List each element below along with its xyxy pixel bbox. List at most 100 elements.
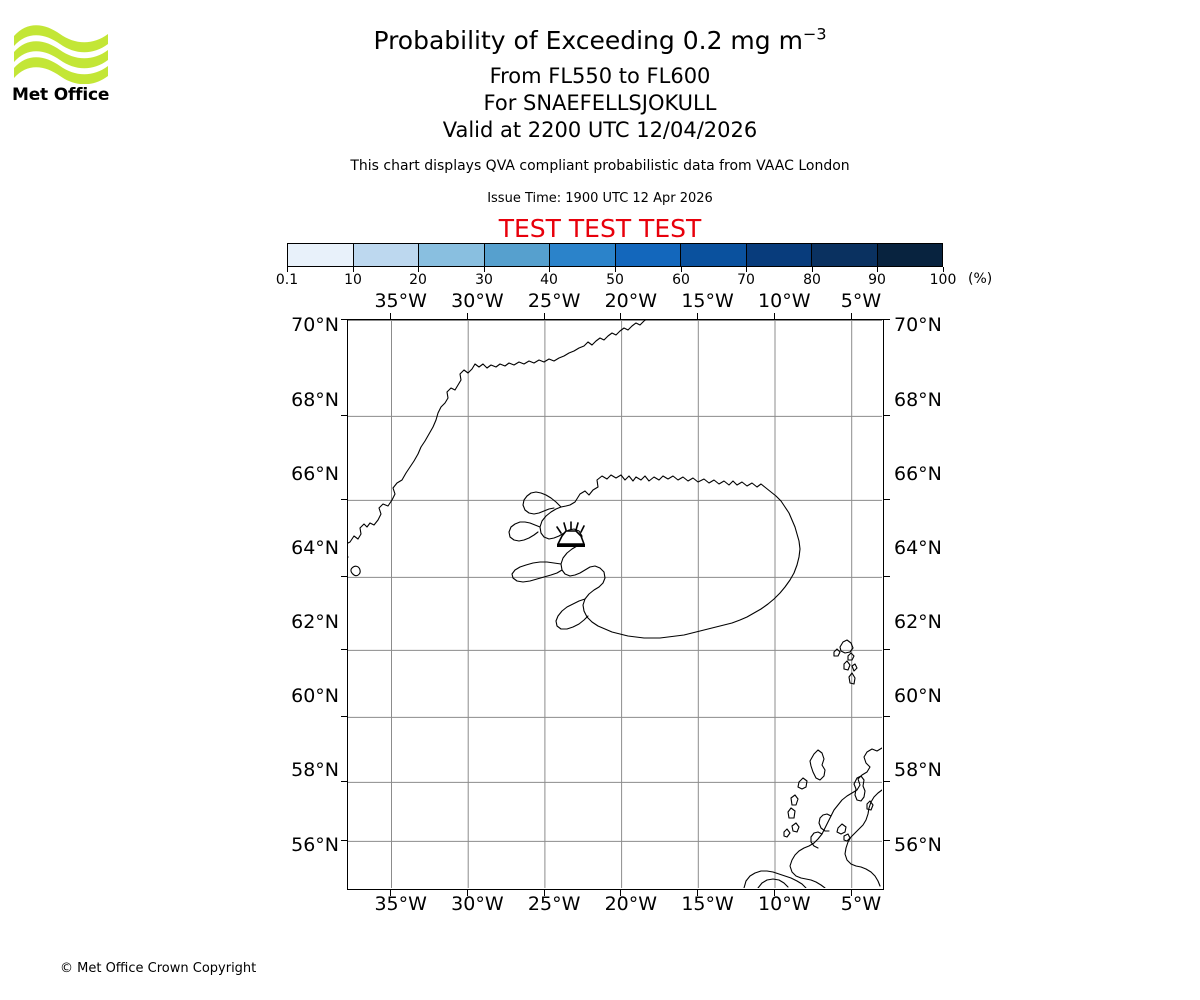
colorbar-tick-label-50: 50 [606, 272, 624, 288]
colorbar-tick [353, 267, 354, 272]
colorbar-band-0.1 [288, 244, 354, 266]
lat-tick-label-64°N: 64°N [291, 536, 339, 559]
axis-tick [341, 781, 347, 782]
axis-tick [467, 890, 468, 896]
colorbar-band-70 [746, 244, 812, 266]
issue-time-text: Issue Time: 1900 UTC 12 Apr 2026 [487, 191, 713, 206]
axis-tick [884, 415, 890, 416]
page-title: Probability of Exceeding 0.2 mg m−3 [0, 26, 1200, 56]
lon-tick-label-25°W: 25°W [527, 893, 581, 915]
lat-tick-label-58°N: 58°N [291, 759, 339, 782]
colorbar-band-50 [615, 244, 681, 266]
axis-tick [341, 415, 347, 416]
lat-tick-label-68°N: 68°N [894, 388, 942, 411]
colorbar-tick [484, 267, 485, 272]
faroe-islands-coastline [833, 639, 858, 685]
colorbar-tick [681, 267, 682, 272]
lon-tick-label-35°W: 35°W [374, 290, 427, 312]
axis-tick [544, 890, 545, 896]
colorbar-tick [943, 267, 944, 272]
colorbar-tick [418, 267, 419, 272]
lon-tick-label-15°W: 15°W [681, 290, 734, 312]
lat-tick-label-56°N: 56°N [291, 833, 339, 856]
colorbar-band-40 [550, 244, 616, 266]
axis-tick [341, 716, 347, 717]
lon-tick-label-20°W: 20°W [604, 290, 658, 312]
axis-tick [851, 313, 852, 319]
copyright-text: © Met Office Crown Copyright [60, 961, 257, 976]
colorbar-tick-label-0.1: 0.1 [275, 272, 299, 288]
axis-tick [467, 313, 468, 319]
lon-tick-label-5°W: 5°W [840, 893, 882, 915]
lon-tick-label-15°W: 15°W [681, 893, 734, 915]
colorbar-tick [746, 267, 747, 272]
colorbar-tick-label-20: 20 [409, 272, 427, 288]
axis-tick [341, 319, 347, 320]
orkney-coastline [836, 823, 851, 842]
valid-time-subtitle: Valid at 2200 UTC 12/04/2026 [442, 118, 758, 142]
axis-tick [884, 840, 890, 841]
axis-tick [341, 649, 347, 650]
axis-tick [697, 313, 698, 319]
colorbar-tick [877, 267, 878, 272]
lat-tick-label-68°N: 68°N [291, 388, 339, 411]
lon-tick-label-25°W: 25°W [527, 290, 581, 312]
met-office-logo: Met Office [12, 22, 112, 112]
colorbar-tick-label-100: 100 [929, 272, 957, 288]
colorbar-tick-label-10: 10 [344, 272, 362, 288]
lat-tick-label-58°N: 58°N [894, 759, 942, 782]
axis-tick [620, 313, 621, 319]
lon-tick-label-10°W: 10°W [758, 290, 811, 312]
test-banner: TEST TEST TEST [498, 214, 702, 243]
lat-tick-label-66°N: 66°N [894, 462, 942, 485]
flight-level-subtitle: From FL550 to FL600 [489, 64, 711, 88]
axis-tick [884, 649, 890, 650]
axis-tick [884, 716, 890, 717]
axis-tick [341, 840, 347, 841]
lat-tick-label-62°N: 62°N [291, 611, 339, 634]
map-plot-area [347, 319, 884, 890]
met-office-logo-text: Met Office [12, 85, 110, 105]
colorbar-band-30 [484, 244, 550, 266]
met-office-wave-icon [14, 25, 108, 84]
colorbar-tick-label-30: 30 [475, 272, 493, 288]
colorbar-band-80 [812, 244, 878, 266]
scotland-coastline [743, 747, 882, 888]
colorbar-tick [287, 267, 288, 272]
axis-tick [884, 319, 890, 320]
colorbar-tick-label-60: 60 [672, 272, 690, 288]
axis-tick [851, 890, 852, 896]
axis-tick [341, 499, 347, 500]
iceland-coastline [508, 474, 801, 639]
axis-tick [774, 313, 775, 319]
colorbar-tick-label-70: 70 [737, 272, 755, 288]
lon-tick-label-30°W: 30°W [451, 893, 504, 915]
greenland-coastline [348, 320, 646, 577]
axis-tick [697, 890, 698, 896]
axis-tick [884, 499, 890, 500]
page-title-text: Probability of Exceeding 0.2 mg m [373, 26, 803, 55]
colorbar-band-10 [353, 244, 419, 266]
lon-tick-label-5°W: 5°W [840, 290, 882, 312]
colorbar-band-60 [681, 244, 747, 266]
lat-tick-label-70°N: 70°N [291, 314, 339, 337]
lat-tick-label-66°N: 66°N [291, 462, 339, 485]
colorbar-tick [615, 267, 616, 272]
axis-tick [341, 576, 347, 577]
axis-tick [884, 781, 890, 782]
qva-compliance-note: This chart displays QVA compliant probab… [350, 158, 850, 174]
colorbar-tick [812, 267, 813, 272]
axis-tick [390, 313, 391, 319]
axis-tick [620, 890, 621, 896]
lon-tick-label-20°W: 20°W [604, 893, 658, 915]
lat-tick-label-60°N: 60°N [291, 685, 339, 708]
colorbar-band-90 [877, 244, 942, 266]
axis-tick [390, 890, 391, 896]
lat-tick-label-64°N: 64°N [894, 536, 942, 559]
lat-tick-label-60°N: 60°N [894, 685, 942, 708]
lon-tick-label-30°W: 30°W [451, 290, 504, 312]
colorbar-units-label: (%) [968, 271, 993, 287]
colorbar-tick [549, 267, 550, 272]
axis-tick [884, 576, 890, 577]
map-coastlines [348, 320, 882, 888]
